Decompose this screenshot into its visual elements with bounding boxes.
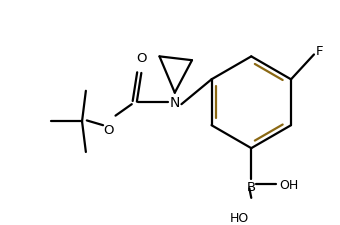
Text: B: B bbox=[247, 180, 256, 193]
Text: O: O bbox=[136, 52, 147, 65]
Text: OH: OH bbox=[279, 178, 298, 191]
Text: O: O bbox=[104, 124, 114, 137]
Text: HO: HO bbox=[230, 211, 250, 224]
Text: N: N bbox=[170, 96, 180, 110]
Text: F: F bbox=[316, 45, 323, 58]
